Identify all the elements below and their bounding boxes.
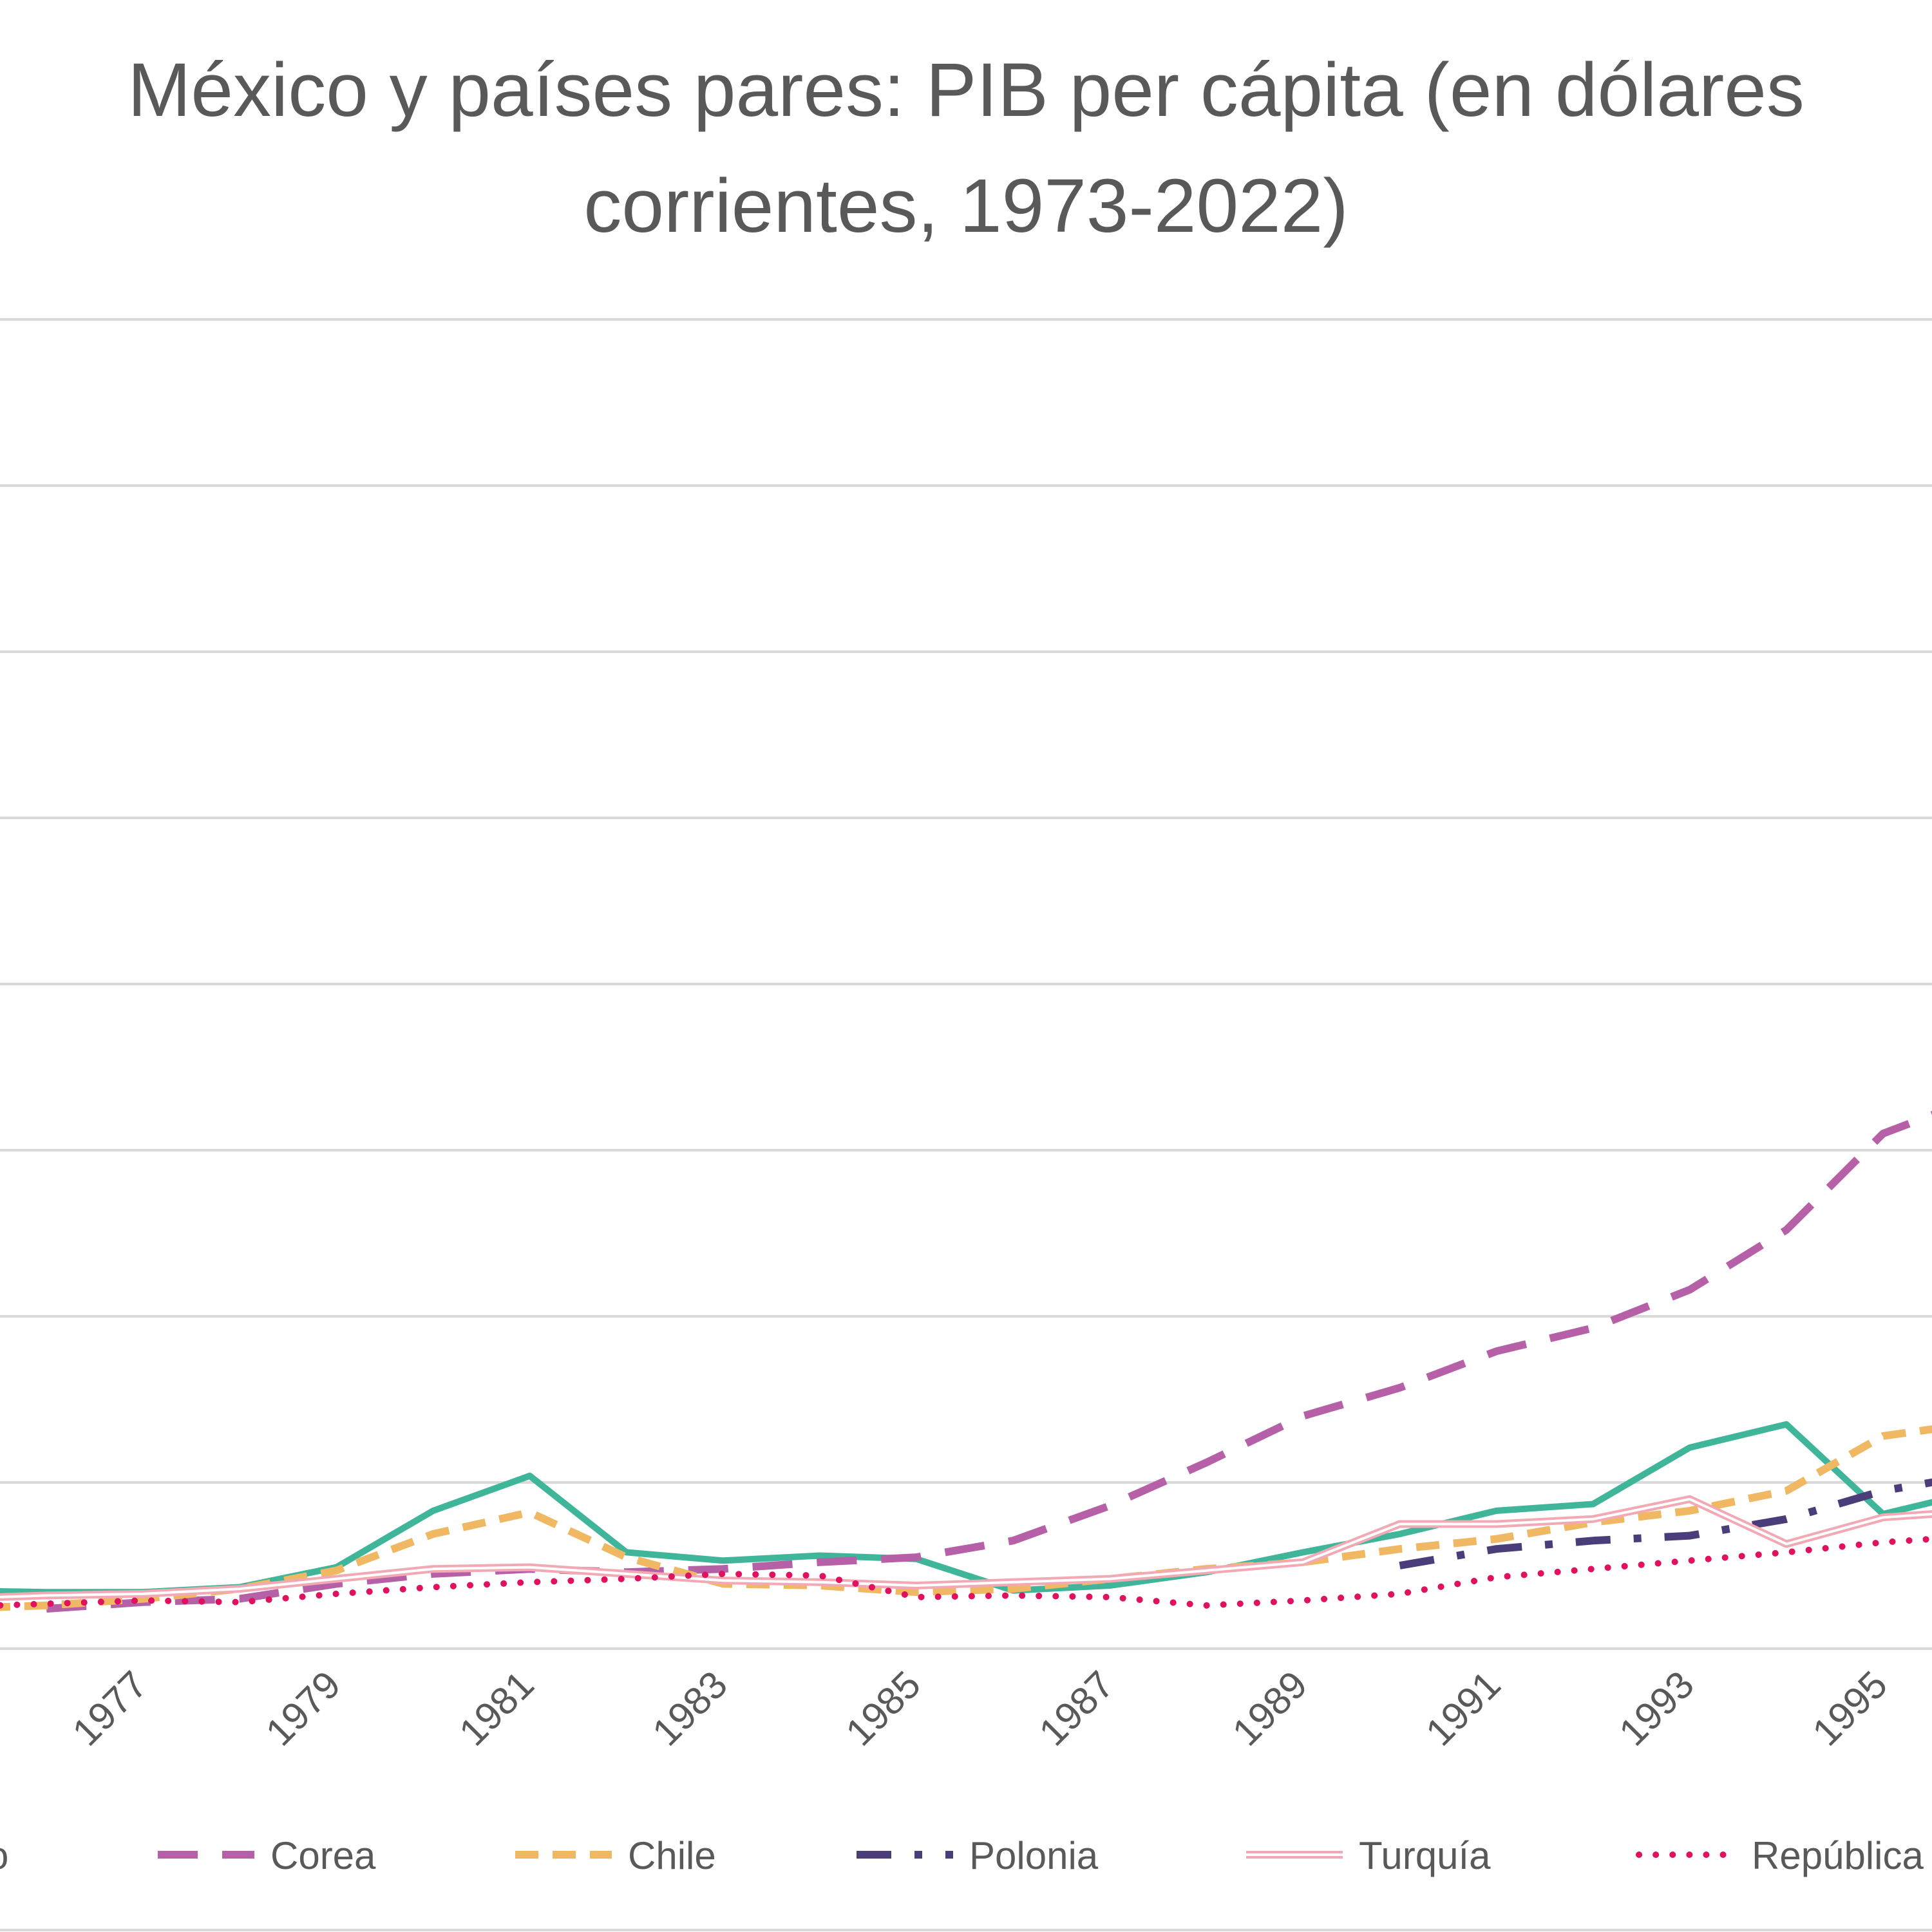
- series-line: [0, 1421, 1932, 1596]
- legend-label: Chile: [628, 1834, 716, 1877]
- series-0: [0, 1421, 1932, 1596]
- chart-title-line-1: México y países pares: PIB per cápita (e…: [128, 48, 1804, 133]
- gridlines: [0, 318, 1932, 1931]
- chart-title-line-2: corrientes, 1973-2022): [583, 164, 1348, 249]
- legend-item-3: Polonia: [857, 1834, 1099, 1877]
- legend-label: Polonia: [969, 1834, 1099, 1877]
- legend-label: Corea: [270, 1834, 376, 1877]
- series-1: [46, 1111, 1932, 1613]
- legend-item-5: República: [1636, 1834, 1924, 1877]
- series-4: [0, 1495, 1932, 1601]
- legend-label: Turquía: [1359, 1834, 1491, 1877]
- legend-item-1: Corea: [158, 1834, 376, 1877]
- legend-label: o: [0, 1834, 8, 1877]
- legend: o Corea Chile Polonia Turquía República: [0, 1834, 1924, 1877]
- legend-item-0: o: [0, 1834, 8, 1877]
- legend-label: República: [1752, 1834, 1924, 1877]
- series-line: [46, 1111, 1932, 1613]
- legend-item-4: Turquía: [1246, 1834, 1491, 1877]
- series-layer: [0, 1111, 1932, 1613]
- series-line-inner: [0, 1497, 1932, 1598]
- legend-item-2: Chile: [515, 1834, 716, 1877]
